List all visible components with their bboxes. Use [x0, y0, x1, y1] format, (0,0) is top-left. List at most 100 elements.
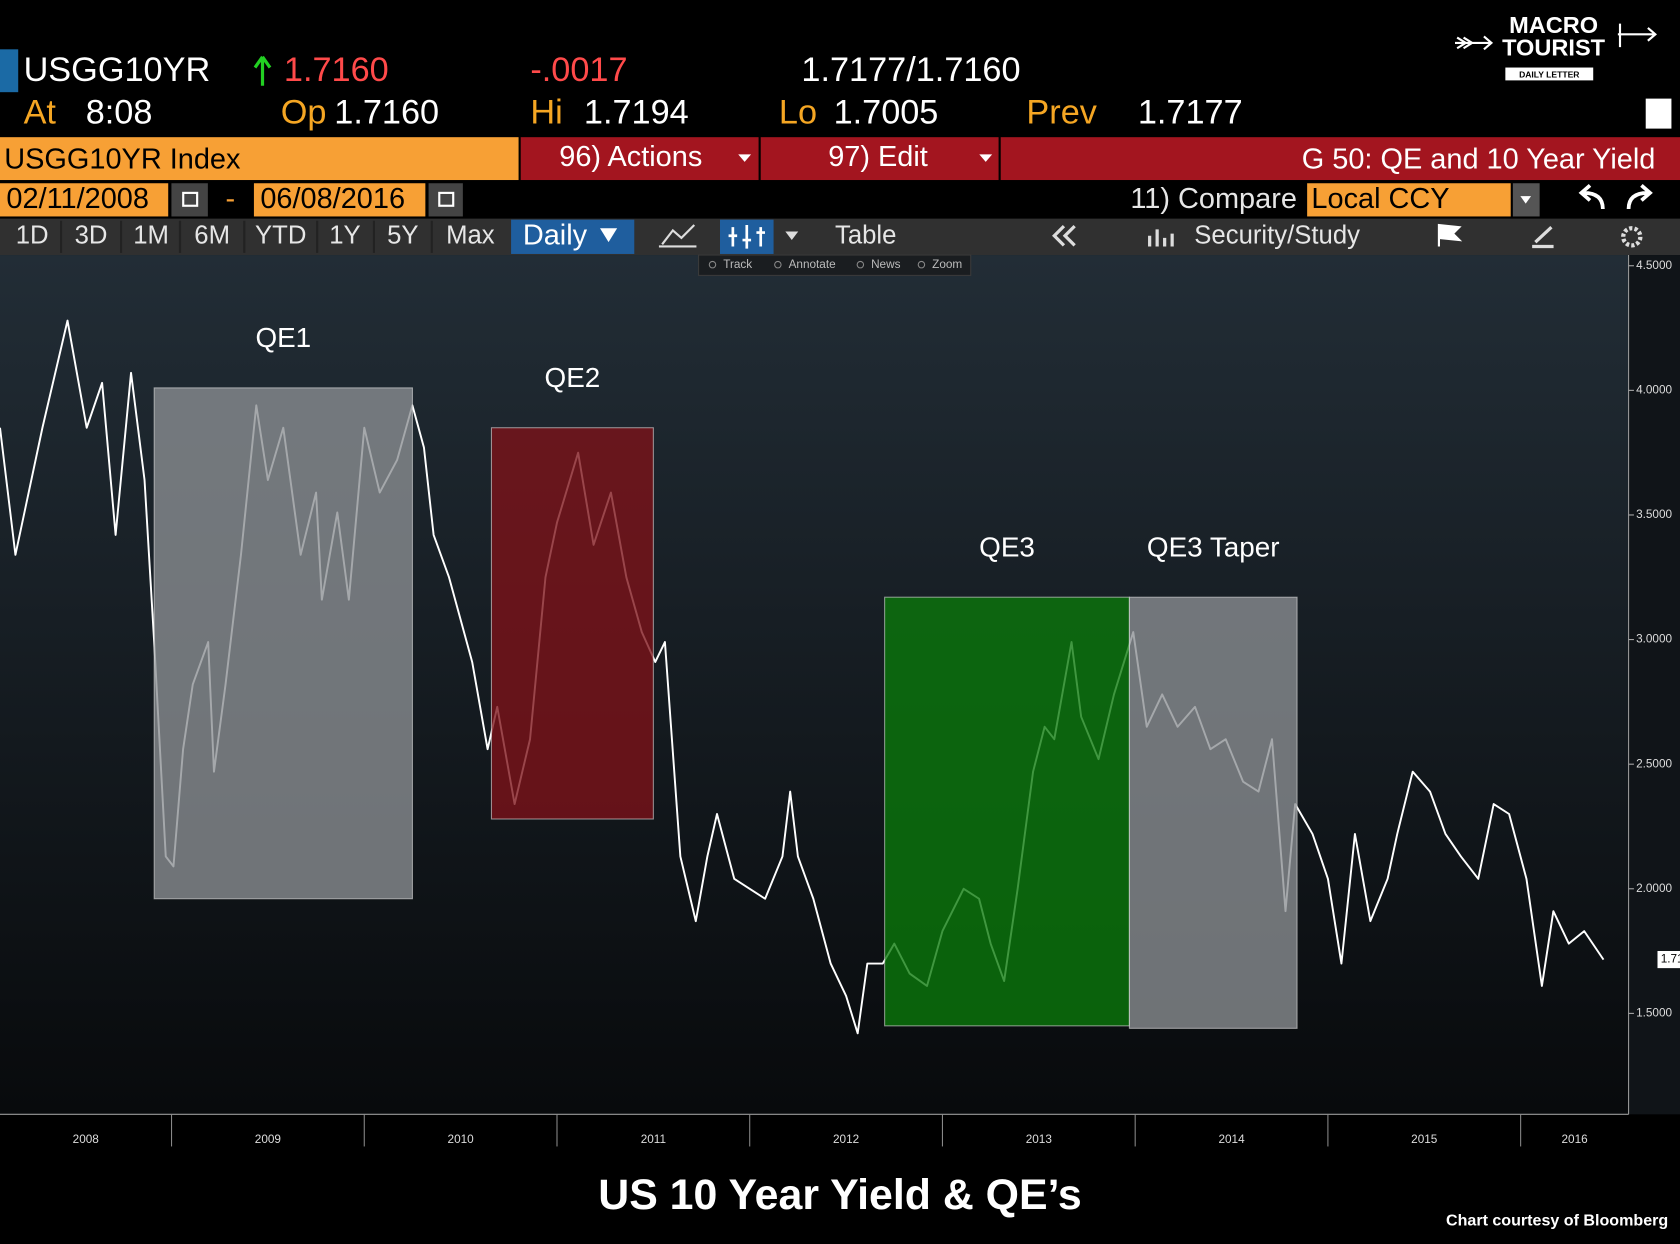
last-price: 1.7160 [1661, 953, 1680, 966]
logo-arrow [1617, 23, 1658, 48]
y-tick-label: 1.5000 [1636, 1006, 1672, 1019]
field-label: Hi [530, 94, 562, 132]
field-value: 1.7194 [584, 94, 689, 132]
caret [600, 228, 618, 243]
chart-caption: US 10 Year Yield & QE’s [598, 1171, 1081, 1219]
range-tab[interactable]: 1D [16, 222, 49, 250]
qe-region [153, 387, 413, 900]
y-tick-label: 3.5000 [1636, 508, 1672, 521]
up-arrow [253, 55, 272, 86]
field-value: 1.7160 [334, 94, 439, 132]
qe-region [1128, 596, 1298, 1029]
field-value: 8:08 [86, 94, 153, 132]
y-tick-label: 3.0000 [1636, 633, 1672, 646]
study-button[interactable]: Security/Study [1194, 222, 1360, 250]
bid-ask: 1.7177/1.7160 [801, 51, 1020, 89]
ticker: USGG10YR [24, 51, 211, 89]
x-tick-label: 2015 [1411, 1133, 1438, 1146]
logo-text: DAILY LETTER [1519, 69, 1580, 79]
date-input[interactable] [0, 183, 169, 217]
frequency: Daily [523, 219, 588, 251]
calendar-icon[interactable] [171, 183, 208, 217]
y-tick-label: 4.0000 [1636, 383, 1672, 396]
edit-icon[interactable] [1532, 226, 1554, 249]
tool-icon [917, 260, 926, 269]
y-tick-label: 4.5000 [1636, 259, 1672, 272]
range-tab[interactable]: 3D [75, 222, 108, 250]
frequency-button[interactable] [511, 219, 635, 254]
y-tick-label: 2.5000 [1636, 757, 1672, 770]
edit-label: 97) Edit [828, 141, 928, 173]
date-separator: - [226, 183, 236, 215]
field-label: Prev [1026, 94, 1097, 132]
qe-label: QE1 [255, 322, 311, 353]
line-chart-icon[interactable] [658, 224, 697, 248]
end-date: 06/08/2016 [260, 183, 405, 215]
undo-icon[interactable] [1578, 183, 1605, 210]
edit-button[interactable] [760, 137, 999, 181]
bar-chart-icon [728, 225, 765, 249]
last-price-box [1657, 950, 1680, 969]
range-tab[interactable]: Max [446, 222, 495, 250]
x-tick-label: 2014 [1218, 1133, 1245, 1146]
study-icon [1148, 229, 1174, 247]
compare-button[interactable]: 11) Compare [1130, 183, 1297, 215]
security-box[interactable] [0, 137, 519, 181]
ticker-marker [0, 49, 19, 93]
range-tab[interactable]: YTD [255, 222, 306, 250]
table-tab[interactable]: Table [835, 222, 896, 250]
price: 1.7160 [284, 51, 389, 89]
x-tick-label: 2012 [833, 1133, 859, 1146]
settings-icon[interactable] [1621, 226, 1643, 248]
y-tick-label: 2.0000 [1636, 882, 1672, 895]
caret [1520, 196, 1532, 204]
range-tab[interactable]: 1M [133, 222, 169, 250]
logo-arrow [1455, 35, 1494, 51]
caret [738, 154, 752, 162]
logo-text: MACRO [1509, 12, 1598, 38]
chart-tool[interactable]: Annotate [789, 258, 837, 271]
actions-label: 96) Actions [559, 141, 702, 173]
security: USGG10YR Index [4, 143, 241, 175]
x-tick-label: 2010 [448, 1133, 475, 1146]
qe-region [884, 596, 1130, 1027]
credit: Chart courtesy of Bloomberg [1446, 1212, 1668, 1230]
logo-text: TOURIST [1502, 35, 1606, 61]
title-bar [1000, 137, 1680, 181]
change: -.0017 [530, 51, 627, 89]
caret [979, 154, 993, 162]
calendar-icon[interactable] [428, 183, 463, 217]
caret[interactable] [785, 231, 799, 241]
date-input[interactable] [253, 183, 426, 217]
qe-label: QE3 Taper [1147, 531, 1280, 562]
field-label: Lo [779, 94, 817, 132]
field-value: 1.7005 [834, 94, 939, 132]
collapse-icon[interactable] [1052, 224, 1076, 247]
redo-icon[interactable] [1626, 183, 1653, 210]
tool-icon [774, 260, 782, 269]
x-tick-label: 2008 [73, 1133, 100, 1146]
exit-icon[interactable] [1645, 98, 1672, 129]
x-tick-label: 2016 [1562, 1133, 1589, 1146]
tab-bar [0, 218, 1680, 256]
range-tab[interactable]: 5Y [387, 222, 418, 250]
currency: Local CCY [1311, 183, 1449, 215]
qe-region [490, 427, 654, 820]
range-tab[interactable]: 6M [194, 222, 230, 250]
tool-icon [856, 260, 865, 269]
chart-tool[interactable]: News [871, 258, 901, 271]
flag-icon[interactable] [1437, 223, 1463, 247]
chart-tool[interactable]: Track [723, 258, 752, 271]
chart-tool[interactable]: Zoom [932, 258, 962, 271]
currency-select[interactable] [1307, 183, 1511, 217]
y-axis-area [1628, 255, 1680, 1115]
actions-button[interactable] [520, 137, 759, 181]
start-date: 02/11/2008 [6, 183, 149, 215]
field-value: 1.7177 [1138, 94, 1243, 132]
range-tab[interactable]: 1Y [329, 222, 360, 250]
chart-tools [698, 254, 972, 276]
qe-label: QE2 [545, 362, 601, 393]
field-label: At [24, 94, 57, 132]
